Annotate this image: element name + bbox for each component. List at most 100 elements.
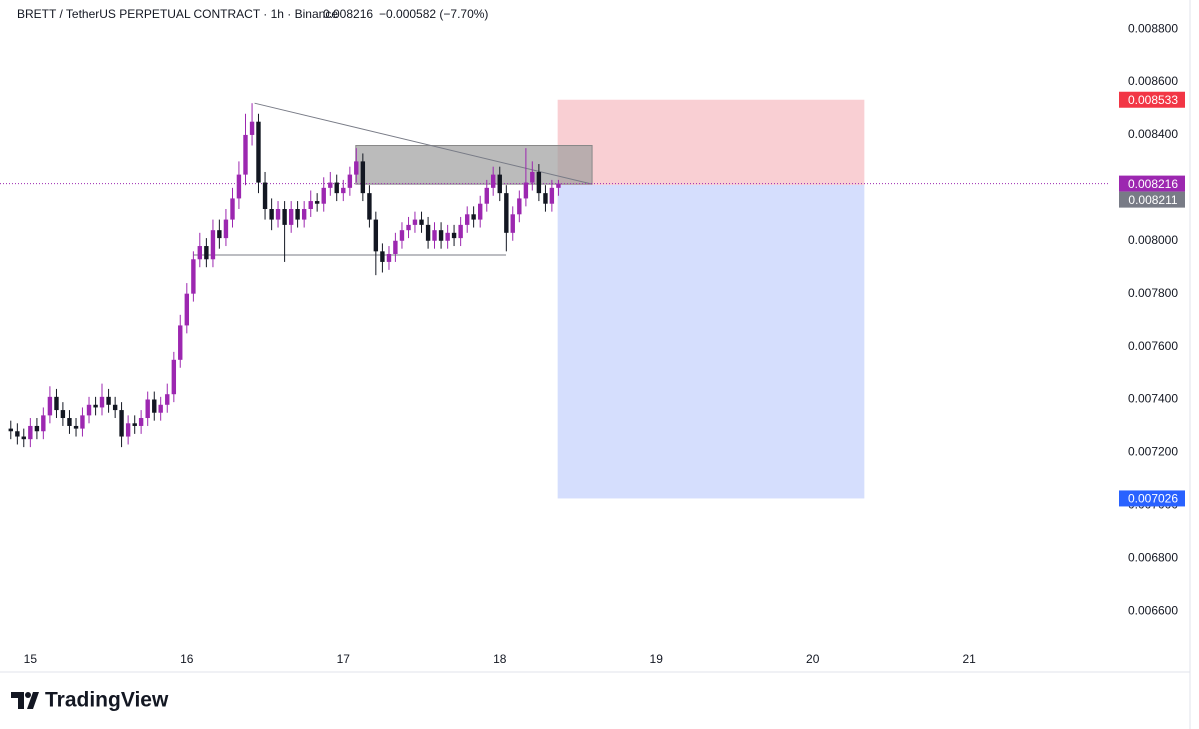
price-label: 0.008533 [1128,93,1178,107]
candle-body [510,214,515,233]
candle-body [269,209,274,220]
candle-body [458,224,463,239]
candle-body [282,209,287,225]
candle-body [197,246,203,260]
y-tick-label: 0.008000 [1128,233,1178,247]
candle-body [556,183,561,188]
candle-body [451,232,457,239]
candle-body [373,219,379,252]
candle-body [132,423,137,426]
candle-body [367,193,372,220]
candle-body [67,418,72,426]
x-tick-label: 19 [650,652,664,666]
candle-body [536,171,542,194]
logo-icon [11,692,39,709]
y-tick-label: 0.007400 [1128,392,1178,406]
price-label: 0.008216 [1128,177,1178,191]
y-tick-label: 0.006800 [1128,550,1178,564]
candle-body [328,182,333,188]
candle-body [386,253,392,262]
y-tick-label: 0.008400 [1128,127,1178,141]
candle-body [145,399,150,419]
candle-body [504,193,509,233]
drawings [0,99,1110,499]
candle-body [243,134,248,175]
candle-body [47,396,53,416]
candle-body [204,246,209,260]
candle-body [217,230,222,239]
candle-body [86,404,92,416]
rectangle-drawing [355,145,593,185]
candle-body [301,209,307,220]
candle-body [41,415,46,432]
candle-body [523,182,529,199]
candle-body [549,187,555,204]
candle-body [191,259,196,294]
candle-body [360,161,366,194]
candle-body [80,415,85,429]
candle-body [497,174,502,194]
candle-body [341,187,346,194]
x-tick-label: 18 [493,652,507,666]
candle-body [262,182,268,210]
trend-line [254,102,593,185]
candle-body [15,431,20,437]
candle-body [112,404,118,411]
candle-body [60,410,66,419]
candle-body [21,436,26,440]
y-tick-label: 0.006600 [1128,603,1178,617]
y-tick-label: 0.007200 [1128,445,1178,459]
candle-body [380,251,385,262]
candle-body [445,232,450,241]
y-tick-label: 0.007800 [1128,286,1178,300]
chart-title: BRETT / TetherUS PERPETUAL CONTRACT · 1h… [17,7,338,21]
candle-body [152,399,157,413]
candle-body [321,187,326,204]
candle-body [432,230,437,241]
candle-body [106,396,111,405]
candle-body [471,214,476,220]
x-tick-label: 20 [806,652,820,666]
candle-body [256,121,261,183]
candle-body [425,224,431,241]
candle-body [99,396,105,408]
candle-body [288,209,294,225]
x-tick-label: 15 [24,652,38,666]
candle-body [125,423,131,437]
candle-body [308,201,313,210]
candle-body [249,121,255,135]
price-label-box [1119,191,1185,208]
candle-body [223,219,229,239]
candle-body [93,404,98,408]
price-label: 0.007026 [1128,492,1178,506]
candle-body [347,174,353,188]
candle-body [184,293,190,326]
candle-body [543,193,548,204]
candle-body [158,404,163,413]
x-tick-label: 21 [962,652,976,666]
candle-body [28,425,33,440]
y-tick-label: 0.007600 [1128,339,1178,353]
price-label-box [1119,490,1185,507]
candle-body [419,219,424,225]
candle-body [73,425,79,429]
candle-body [354,161,359,175]
candle-body [465,214,470,225]
candle-body [275,209,281,220]
candle-body [314,201,320,204]
candle-body [230,198,235,220]
candle-body [165,394,170,405]
target-zone [557,184,865,499]
stop-zone [557,99,865,185]
candle-body [171,359,177,395]
candle-body [477,203,483,220]
candle-body [8,428,13,432]
x-tick-label: 17 [337,652,351,666]
price-label-box [1119,91,1185,108]
candle-body [236,174,242,199]
candle-body [412,219,418,225]
candle-body [490,174,496,188]
candle-body [530,171,535,183]
candles [8,103,561,448]
